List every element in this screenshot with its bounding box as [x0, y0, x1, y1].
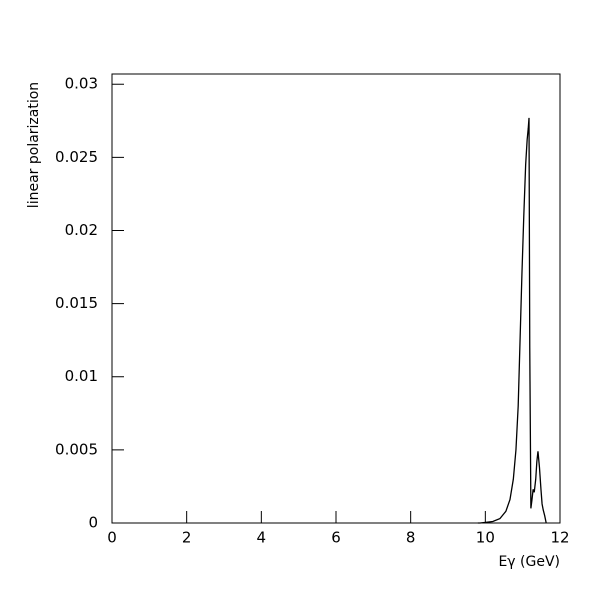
- y-axis-label: linear polarization: [26, 82, 42, 208]
- x-axis-label: Eγ (GeV): [498, 554, 560, 570]
- y-tick-label: 0: [88, 514, 98, 532]
- y-tick-label: 0.03: [65, 75, 98, 93]
- y-tick-label: 0.01: [65, 367, 98, 385]
- y-tick-label: 0.005: [55, 440, 98, 458]
- x-tick-label: 8: [406, 529, 416, 547]
- y-tick-label: 0.015: [55, 294, 98, 312]
- x-tick-label: 6: [331, 529, 341, 547]
- x-tick-label: 4: [257, 529, 267, 547]
- x-tick-label: 10: [476, 529, 495, 547]
- x-tick-label: 2: [182, 529, 192, 547]
- x-tick-label: 0: [107, 529, 117, 547]
- data-line: [477, 117, 547, 524]
- y-tick-label: 0.025: [55, 148, 98, 166]
- y-tick-label: 0.02: [65, 221, 98, 239]
- x-tick-label: 12: [550, 529, 569, 547]
- plot-frame: [111, 73, 561, 524]
